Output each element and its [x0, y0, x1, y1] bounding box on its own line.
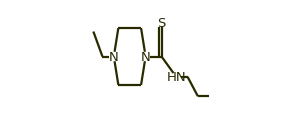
Text: N: N — [141, 51, 151, 63]
Text: HN: HN — [166, 71, 186, 84]
Text: S: S — [157, 17, 166, 30]
Text: N: N — [109, 51, 119, 63]
